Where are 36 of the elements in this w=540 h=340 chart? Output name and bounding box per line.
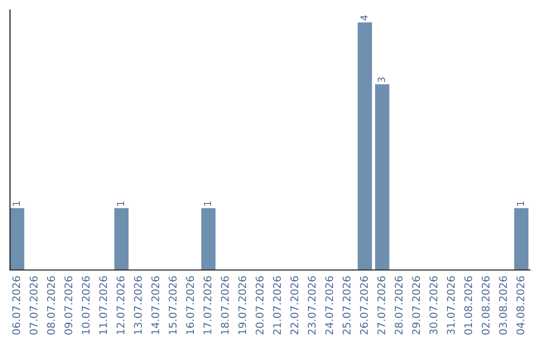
x-tick-label: 29.07.2026: [412, 276, 420, 334]
x-tick-label: 30.07.2026: [430, 276, 438, 334]
x-tick-label: 06.07.2026: [12, 276, 20, 335]
x-tick-label: 28.07.2026: [394, 276, 403, 334]
x-tick-label: 08.07.2026: [47, 276, 55, 335]
x-tick-label: 09.07.2026: [64, 276, 72, 335]
x-tick-label: 19.07.2026: [238, 276, 246, 334]
x-tick-label: 24.07.2026: [325, 276, 334, 334]
data-label: 1: [516, 201, 524, 206]
data-label: 1: [204, 201, 212, 206]
x-tick-label: 27.07.2026: [377, 276, 386, 334]
x-tick-label: 07.07.2026: [30, 276, 38, 335]
x-tick-label: 31.07.2026: [446, 276, 455, 334]
x-tick-label: 25.07.2026: [342, 276, 350, 334]
x-tick-label: 18.07.2026: [220, 276, 229, 334]
x-tick-label: 03.08.2026: [499, 276, 507, 335]
x-tick-label: 10.07.2026: [82, 276, 90, 334]
data-label: 3: [378, 77, 386, 82]
x-tick-label: 04.08.2026: [516, 276, 524, 335]
x-tick-label: 26.07.2026: [360, 276, 368, 334]
x-tick-label: 15.07.2026: [168, 276, 177, 334]
x-tick-label: 12.07.2026: [116, 276, 124, 334]
x-tick-label: 02.08.2026: [482, 276, 490, 335]
data-label: 4: [360, 15, 368, 21]
x-tick-label: 13.07.2026: [134, 276, 142, 334]
x-tick-label: 14.07.2026: [151, 276, 160, 334]
data-label: 1: [117, 201, 124, 206]
x-tick-label: 21.07.2026: [273, 276, 281, 334]
x-tick-label: 22.07.2026: [290, 276, 298, 334]
x-tick-label: 20.07.2026: [256, 276, 264, 334]
x-tick-label: 16.07.2026: [186, 276, 194, 334]
x-tick-label: 01.08.2026: [464, 276, 472, 335]
x-tick-label: 23.07.2026: [308, 276, 316, 334]
x-tick-label: 11.07.2026: [99, 276, 108, 334]
data-label: 1: [12, 201, 20, 206]
x-tick-label: 17.07.2026: [204, 276, 212, 334]
